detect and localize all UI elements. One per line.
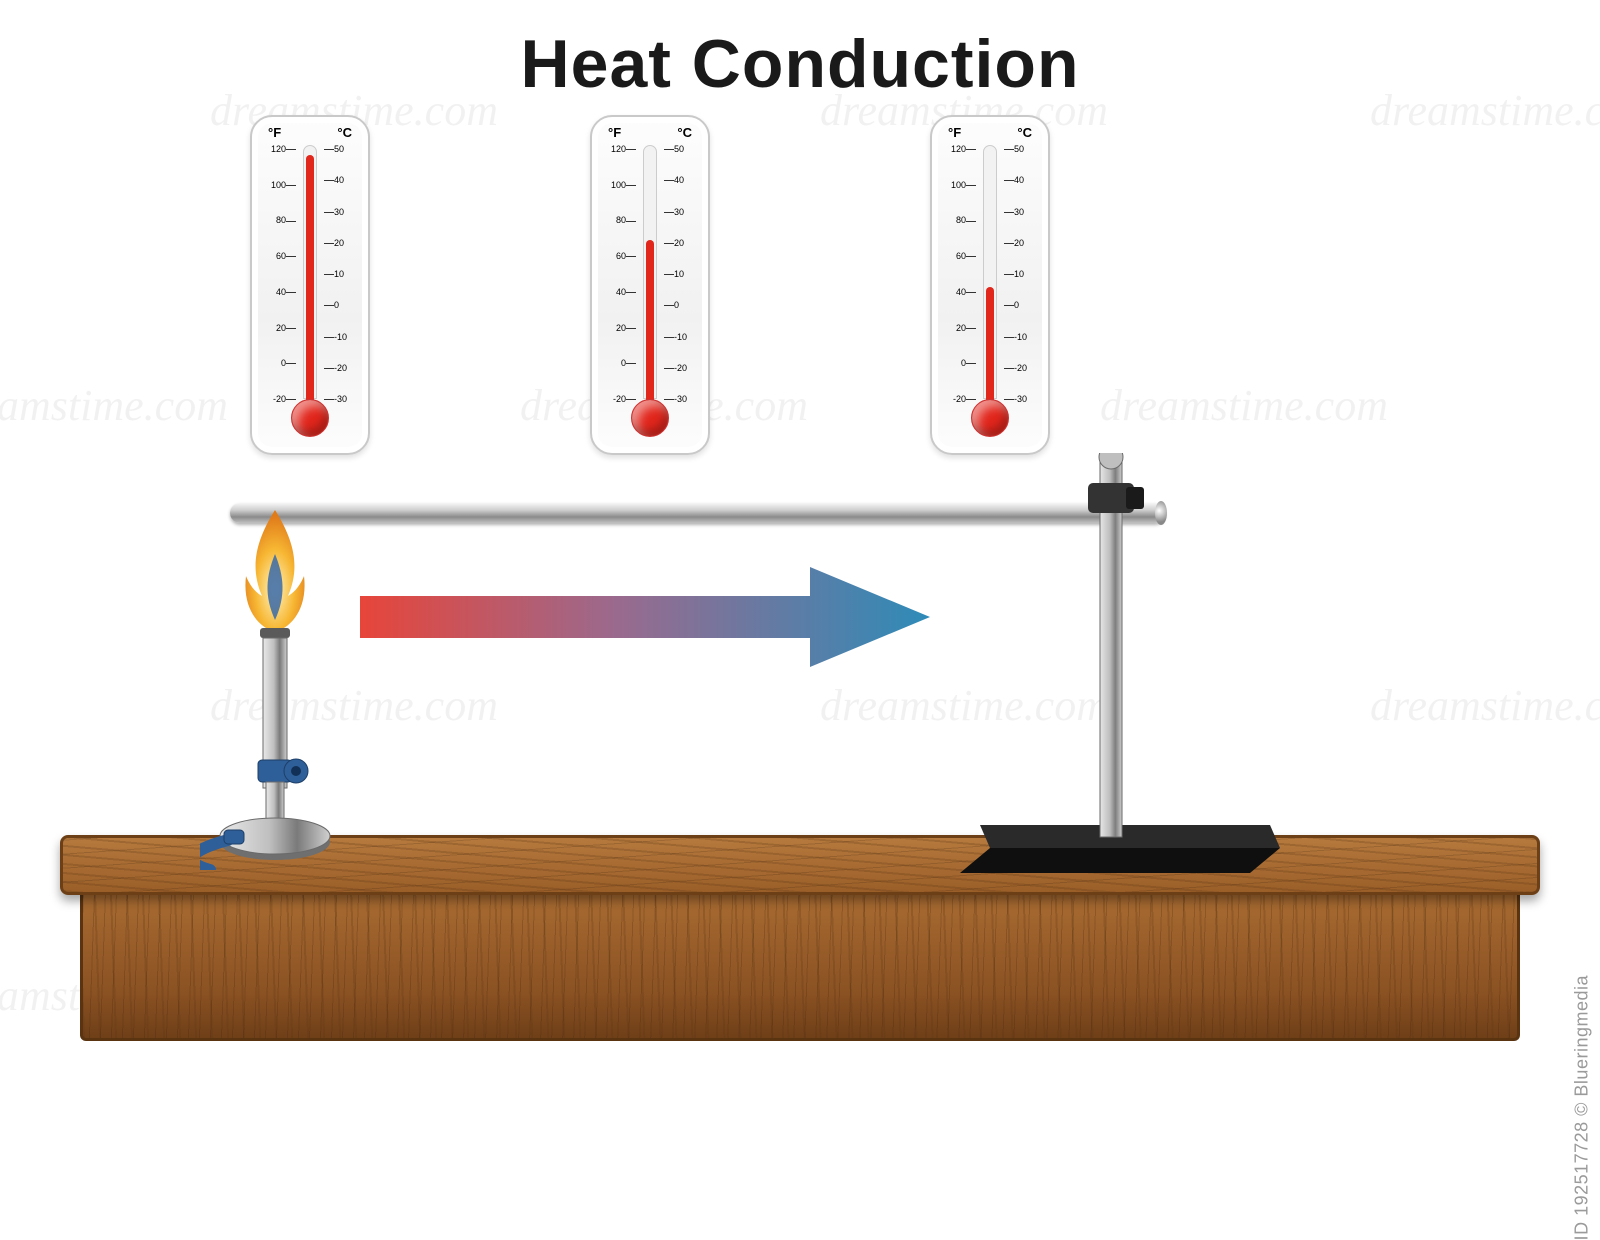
thermometer: °F °C 120100806040200-20 50403020100-10-… <box>930 115 1050 455</box>
scale-fahrenheit: 120100806040200-20 <box>942 145 976 397</box>
scale-fahrenheit: 120100806040200-20 <box>262 145 296 397</box>
diagram-stage: dreamstime.com dreamstime.com dreamstime… <box>0 0 1600 1115</box>
thermometer: °F °C 120100806040200-20 50403020100-10-… <box>590 115 710 455</box>
scale-celsius: 50403020100-10-20-30 <box>1004 145 1038 397</box>
heat-flow-arrow <box>360 567 930 667</box>
scale-label-c: °C <box>337 125 352 140</box>
scale-label-f: °F <box>608 125 621 140</box>
watermark-id: ID 192517728 © Blueringmedia <box>1571 975 1592 1240</box>
scale-label-f: °F <box>268 125 281 140</box>
thermometer-tube <box>643 145 657 437</box>
thermometer-tube <box>983 145 997 437</box>
watermark: dreamstime.com <box>0 380 228 431</box>
retort-stand <box>950 453 1290 883</box>
watermark: dreamstime.com <box>1100 380 1388 431</box>
bunsen-burner <box>200 510 350 870</box>
thermometer: °F °C 120100806040200-20 50403020100-10-… <box>250 115 370 455</box>
diagram-title: Heat Conduction <box>521 25 1080 103</box>
scale-label-f: °F <box>948 125 961 140</box>
watermark: dreamstime.com <box>1370 680 1600 731</box>
thermometer-tube <box>303 145 317 437</box>
scale-celsius: 50403020100-10-20-30 <box>664 145 698 397</box>
scale-label-c: °C <box>677 125 692 140</box>
scale-celsius: 50403020100-10-20-30 <box>324 145 358 397</box>
table-apron <box>80 891 1520 1041</box>
watermark: dreamstime.com <box>1370 85 1600 136</box>
lab-table <box>60 835 1540 1075</box>
scale-label-c: °C <box>1017 125 1032 140</box>
scale-fahrenheit: 120100806040200-20 <box>602 145 636 397</box>
